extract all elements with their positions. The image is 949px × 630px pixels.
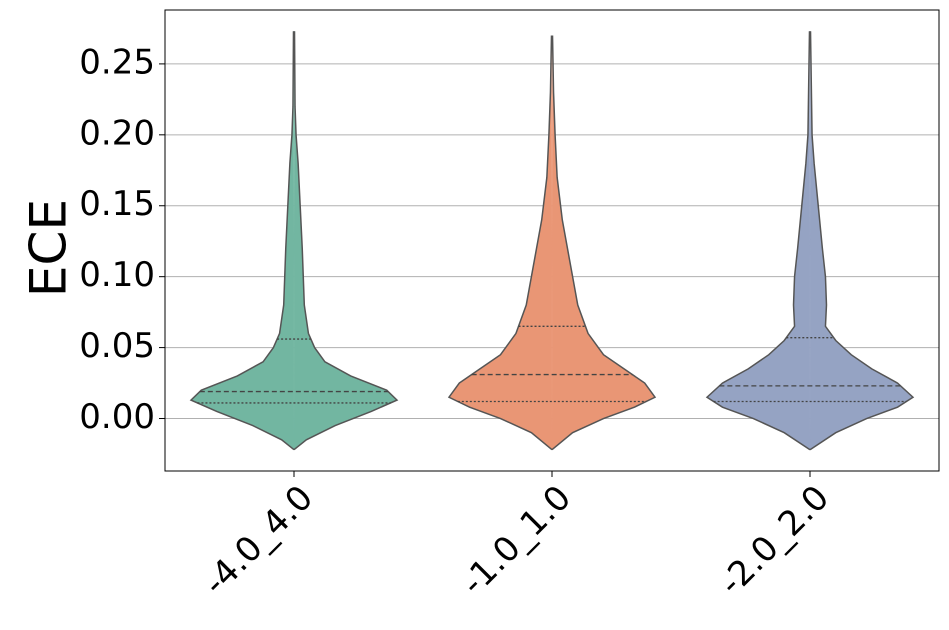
plot-frame [164,9,940,472]
x-tick-label: -2.0_2.0 [712,478,837,603]
violin-outline [705,31,811,451]
x-tick-label: -4.0_4.0 [196,478,321,603]
y-tick-label: 0.00 [79,397,155,437]
violin-half [448,35,553,451]
violin-half [809,31,914,451]
violin-half [706,31,811,451]
y-tick-label: 0.15 [79,184,155,224]
violin-half [551,35,656,451]
y-tick-label: 0.10 [79,255,155,295]
violin-outline [293,31,399,451]
violin-outline [189,31,295,451]
violin-half [190,31,295,451]
y-tick-label: 0.05 [79,326,155,366]
violin-outline [551,35,657,451]
violin-half [293,31,398,451]
violin-outline [447,35,553,451]
violin-outline [809,31,915,451]
y-tick-label: 0.20 [79,113,155,153]
x-tick-label: -1.0_1.0 [454,478,579,603]
y-axis-label: ECE [20,199,78,297]
y-tick-label: 0.25 [79,42,155,82]
